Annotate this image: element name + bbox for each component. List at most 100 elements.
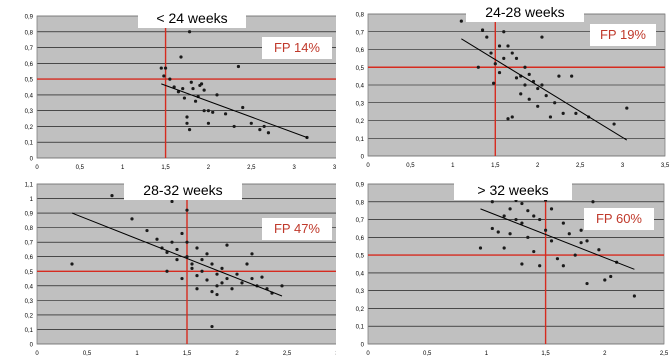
data-point bbox=[182, 96, 187, 100]
data-point bbox=[210, 324, 214, 329]
data-point bbox=[202, 88, 206, 92]
data-point bbox=[555, 257, 560, 261]
data-point bbox=[250, 276, 254, 281]
data-point bbox=[206, 109, 211, 113]
data-point bbox=[258, 128, 262, 132]
data-point bbox=[497, 44, 502, 48]
data-point bbox=[609, 274, 613, 279]
data-point bbox=[205, 278, 209, 282]
data-point bbox=[230, 287, 234, 291]
y-tick-label: 0,4 bbox=[356, 84, 365, 90]
data-point bbox=[490, 200, 494, 204]
data-point bbox=[250, 252, 254, 256]
data-point bbox=[536, 86, 540, 91]
data-point bbox=[548, 115, 553, 119]
x-tick-label: 1,5 bbox=[541, 351, 550, 357]
x-tick-label: 2,5 bbox=[247, 165, 256, 171]
fp-annotation: FP 47% bbox=[274, 221, 320, 236]
data-point bbox=[195, 246, 199, 250]
data-point bbox=[625, 106, 629, 110]
data-point bbox=[235, 272, 239, 276]
x-tick-label: 1 bbox=[485, 351, 489, 357]
scatter-chart-panel: 0 0,1 0,2 0,3 0,4 0,5 0,6 0,7 0,8 0,9 0 0,5 1 1,5 2 2,5… bbox=[25, 8, 336, 171]
data-point bbox=[591, 200, 595, 204]
y-tick-label: 0,9 bbox=[356, 183, 365, 189]
y-tick-label: 0 bbox=[361, 155, 365, 161]
data-point bbox=[532, 249, 536, 254]
data-point bbox=[180, 276, 184, 281]
data-point bbox=[211, 110, 215, 114]
data-point bbox=[493, 62, 497, 66]
x-tick-label: 0 bbox=[366, 163, 370, 169]
data-point bbox=[220, 281, 224, 285]
y-tick-label: 0,1 bbox=[25, 141, 34, 147]
data-point bbox=[567, 232, 571, 236]
y-tick-label: 0,2 bbox=[25, 125, 34, 131]
data-point bbox=[514, 56, 519, 60]
data-point bbox=[502, 56, 506, 60]
x-tick-label: 1,5 bbox=[491, 163, 500, 169]
data-point bbox=[210, 262, 214, 266]
y-tick-label: 1,1 bbox=[25, 183, 34, 189]
x-tick-label: 3 bbox=[335, 351, 336, 357]
y-tick-label: 0,4 bbox=[25, 93, 34, 99]
data-point bbox=[215, 284, 219, 288]
data-point bbox=[585, 239, 589, 243]
x-tick-label: 1,5 bbox=[161, 165, 170, 171]
data-point bbox=[573, 253, 577, 257]
y-tick-label: 0,3 bbox=[25, 109, 34, 115]
data-point bbox=[536, 104, 540, 108]
data-point bbox=[180, 231, 184, 236]
y-tick-label: 0,2 bbox=[25, 313, 34, 319]
data-point bbox=[553, 101, 557, 105]
data-point bbox=[162, 74, 166, 78]
data-point bbox=[185, 208, 189, 212]
y-tick-label: 0,8 bbox=[25, 226, 34, 232]
data-point bbox=[561, 111, 565, 115]
y-tick-label: 0,3 bbox=[25, 299, 34, 305]
data-point bbox=[185, 121, 189, 125]
data-point bbox=[185, 240, 189, 244]
data-point bbox=[514, 217, 518, 222]
data-point bbox=[538, 264, 542, 268]
x-tick-label: 2,5 bbox=[283, 351, 292, 357]
x-tick-label: 0 bbox=[35, 165, 39, 171]
data-point bbox=[195, 287, 199, 291]
y-tick-label: 0,7 bbox=[25, 241, 34, 247]
trend-line bbox=[71, 212, 283, 297]
data-point bbox=[502, 246, 506, 250]
y-tick-label: 0,9 bbox=[25, 15, 34, 21]
x-tick-label: 1 bbox=[451, 163, 455, 169]
trend-line bbox=[461, 38, 628, 141]
fp-annotation: FP 19% bbox=[600, 27, 646, 42]
data-point bbox=[110, 194, 114, 198]
data-point bbox=[249, 121, 253, 125]
y-tick-label: 0,4 bbox=[25, 284, 34, 290]
chart-title: > 32 weeks bbox=[477, 182, 548, 198]
data-point bbox=[195, 274, 199, 278]
chart-title: 24-28 weeks bbox=[485, 4, 564, 20]
x-tick-label: 3,5 bbox=[661, 163, 670, 169]
x-tick-label: 2,5 bbox=[660, 351, 669, 357]
y-tick-label: 0,4 bbox=[356, 271, 365, 277]
data-point bbox=[236, 64, 241, 69]
data-point bbox=[549, 207, 554, 211]
fp-annotation-box bbox=[262, 218, 332, 240]
y-tick-label: 0,5 bbox=[356, 66, 365, 72]
data-point bbox=[544, 228, 548, 232]
data-point bbox=[527, 97, 531, 101]
x-tick-label: 3 bbox=[292, 165, 296, 171]
x-tick-label: 2,5 bbox=[576, 163, 585, 169]
y-tick-label: 0,8 bbox=[356, 200, 365, 206]
data-point bbox=[187, 30, 192, 34]
data-point bbox=[603, 278, 607, 282]
data-point bbox=[508, 232, 512, 236]
x-tick-label: 0,5 bbox=[83, 351, 92, 357]
data-point bbox=[260, 275, 264, 279]
x-tick-label: 2 bbox=[235, 351, 239, 357]
data-point bbox=[506, 44, 510, 48]
data-point bbox=[241, 105, 245, 110]
trend-line bbox=[480, 208, 635, 270]
data-point bbox=[561, 264, 565, 268]
chart-title: < 24 weeks bbox=[156, 10, 227, 26]
